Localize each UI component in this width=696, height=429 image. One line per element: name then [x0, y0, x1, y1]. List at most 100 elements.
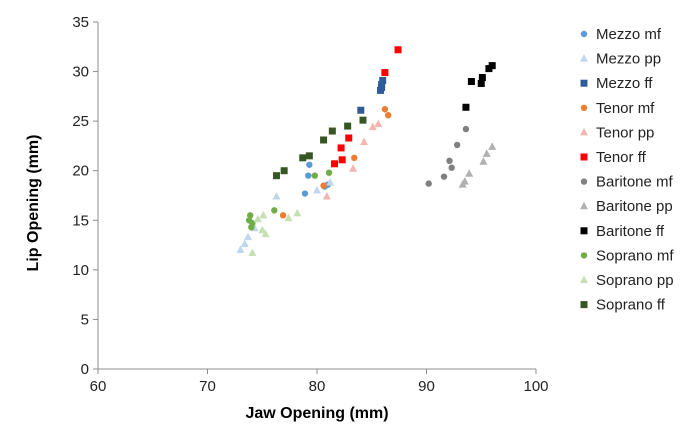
data-point-baritone-ff	[462, 103, 470, 111]
data-point-baritone-mf	[462, 125, 470, 133]
data-point-baritone-mf	[448, 164, 455, 171]
legend-label: Soprano pp	[596, 272, 674, 289]
data-point-mezzo-ff	[379, 76, 387, 84]
data-point-tenor-mf	[381, 106, 389, 113]
legend-label: Mezzo ff	[596, 75, 653, 92]
data-point-soprano-pp	[284, 213, 293, 222]
data-points	[236, 46, 497, 257]
data-point-baritone-pp	[460, 177, 469, 185]
legend-item-mezzo-mf: Mezzo mf	[580, 26, 662, 43]
x-tick-label: 100	[523, 378, 548, 395]
series-tenor-mf	[279, 106, 392, 219]
legend-label: Baritone pp	[596, 198, 673, 215]
data-point-tenor-pp	[374, 119, 383, 128]
legend: Mezzo mf Mezzo pp Mezzo ff Tenor mf Tenor pp…	[580, 26, 674, 314]
legend-marker-mezzo-mf	[580, 30, 588, 38]
data-point-tenor-ff	[337, 144, 345, 152]
legend-marker-tenor-mf	[580, 104, 588, 112]
series-baritone-pp	[458, 142, 497, 188]
data-point-tenor-mf	[351, 154, 358, 162]
legend-marker-mezzo-pp	[580, 54, 588, 62]
data-point-mezzo-pp	[236, 245, 245, 254]
legend-label: Tenor pp	[596, 124, 654, 141]
series-baritone-mf	[425, 125, 470, 187]
data-point-baritone-mf	[425, 180, 432, 187]
data-point-baritone-pp	[479, 157, 488, 165]
legend-item-mezzo-pp: Mezzo pp	[580, 51, 661, 68]
data-point-soprano-mf	[271, 207, 278, 214]
data-point-tenor-ff	[338, 156, 346, 164]
legend-label: Mezzo mf	[596, 26, 662, 43]
data-point-mezzo-mf	[301, 190, 309, 197]
data-point-mezzo-ff	[357, 106, 365, 114]
legend-label: Soprano ff	[596, 297, 666, 314]
legend-label: Soprano mf	[596, 247, 674, 264]
x-tick-label: 80	[309, 378, 326, 395]
x-tick-label: 60	[90, 378, 107, 395]
data-point-soprano-pp	[253, 214, 262, 223]
y-tick-label: 5	[81, 311, 89, 328]
legend-item-mezzo-ff: Mezzo ff	[580, 75, 653, 92]
legend-label: Baritone mf	[596, 174, 674, 191]
series-soprano-pp	[248, 208, 302, 257]
data-point-tenor-ff	[331, 160, 339, 168]
legend-marker-baritone-ff	[580, 227, 588, 235]
series-mezzo-ff	[357, 76, 387, 114]
data-point-soprano-mf	[325, 169, 333, 176]
data-point-tenor-mf	[320, 182, 327, 189]
data-point-soprano-ff	[305, 152, 313, 160]
data-point-tenor-ff	[345, 134, 353, 142]
y-tick-label: 30	[72, 64, 89, 81]
data-point-tenor-pp	[322, 191, 331, 200]
y-tick-label: 20	[72, 163, 89, 180]
data-point-tenor-pp	[368, 122, 377, 131]
data-point-soprano-mf	[311, 172, 319, 179]
data-point-tenor-ff	[381, 69, 389, 77]
legend-marker-tenor-ff	[580, 153, 588, 161]
legend-label: Tenor ff	[596, 149, 647, 166]
data-point-mezzo-pp	[240, 239, 249, 248]
data-point-soprano-ff	[299, 154, 307, 162]
legend-label: Baritone ff	[596, 223, 665, 240]
data-point-tenor-pp	[349, 164, 358, 172]
data-point-mezzo-mf	[306, 161, 313, 168]
data-point-mezzo-mf	[305, 172, 312, 179]
legend-item-soprano-ff: Soprano ff	[580, 297, 666, 314]
y-tick-label: 0	[81, 361, 89, 378]
legend-marker-tenor-pp	[580, 127, 588, 136]
legend-item-baritone-mf: Baritone mf	[580, 174, 674, 191]
data-point-soprano-pp	[293, 208, 302, 217]
series-tenor-ff	[331, 46, 402, 168]
data-point-baritone-pp	[465, 169, 474, 177]
y-axis-title: Lip Opening (mm)	[25, 135, 42, 272]
series-baritone-ff	[462, 62, 496, 111]
legend-label: Mezzo pp	[596, 51, 661, 68]
y-tick-label: 25	[72, 113, 89, 130]
data-point-soprano-ff	[328, 127, 336, 135]
data-point-baritone-mf	[453, 141, 461, 149]
data-point-baritone-mf	[440, 173, 448, 180]
data-point-soprano-ff	[359, 116, 367, 124]
data-point-soprano-pp	[259, 210, 268, 219]
legend-item-baritone-pp: Baritone pp	[580, 198, 673, 215]
data-point-tenor-pp	[360, 137, 369, 145]
y-tick-label: 35	[72, 14, 89, 31]
data-point-soprano-mf	[249, 220, 256, 227]
data-point-tenor-mf	[279, 212, 287, 219]
data-point-baritone-mf	[446, 157, 453, 164]
x-tick-label: 70	[199, 378, 216, 395]
legend-item-soprano-pp: Soprano pp	[580, 272, 674, 289]
data-point-baritone-pp	[482, 149, 491, 157]
data-point-baritone-pp	[488, 142, 497, 150]
x-tick-label: 90	[418, 378, 435, 395]
data-point-mezzo-pp	[326, 178, 335, 186]
data-point-mezzo-pp	[272, 191, 281, 200]
data-point-baritone-ff	[488, 62, 496, 70]
legend-marker-baritone-pp	[580, 201, 588, 210]
series-soprano-ff	[272, 116, 367, 180]
data-point-mezzo-pp	[313, 186, 321, 194]
legend-marker-soprano-pp	[580, 275, 588, 283]
legend-item-baritone-ff: Baritone ff	[580, 223, 665, 240]
legend-item-tenor-ff: Tenor ff	[580, 149, 647, 166]
